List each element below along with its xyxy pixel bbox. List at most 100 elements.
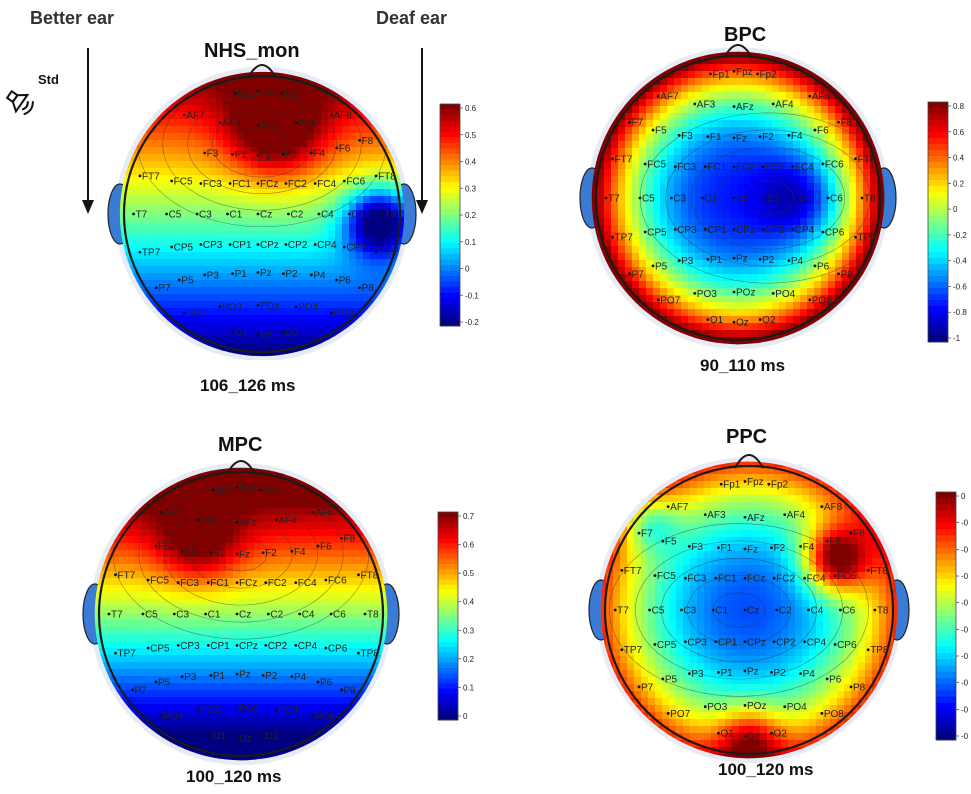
electrode-label: Oz [239,734,252,745]
electrode-dot [206,581,210,585]
electrode-label: P6 [320,677,333,688]
electrode-label: AF8 [812,92,831,103]
electrode-label: T7 [608,194,620,205]
colorbar-tick-label: -0 [961,625,969,634]
electrode-label: C1 [705,194,718,205]
electrode-label: FT8 [857,154,875,165]
colorbar-tick-label: -0.2 [465,318,479,327]
electrode-label: CP3 [180,641,200,652]
electrode-label: AFz [239,518,257,529]
colorbar-tick-label: -0 [961,732,969,741]
electrode-dot [717,670,720,674]
electrode-label: Oz [260,330,273,341]
panel-nhs: NHS_mon AF7 Fp1 Fpz Fp2 AF3 AFz AF4 AF8 F6 F3 F1 Fz… [0,0,485,400]
electrode-dot [613,608,617,612]
electrode-label: Fz [260,151,271,162]
electrode-label: P5 [158,677,171,688]
electrode-label: POz [747,701,766,712]
electrode-label: CPz [260,240,279,251]
electrode-dot [138,174,142,178]
electrode-dot [107,612,111,616]
electrode-label: Fpz [239,483,256,494]
electrode-dot [807,608,810,612]
electrode-dot [732,256,736,260]
electrode-label: P2 [773,668,786,679]
electrode-label: P7 [631,269,644,280]
electrode-dot [141,612,145,616]
electrode-label: FC1 [232,179,251,190]
topomap-svg: AF7 Fp1 Fpz Fp2 AF3 AFz AF4 AF8 F6 F3 F1 Fz F2 F4 F8 FT… [107,64,479,360]
electrode-label: C3 [673,194,686,205]
colorbar-tick-label: 0.7 [463,512,475,521]
electrode-label: FT8 [378,171,396,182]
electrode-dot [706,135,710,138]
electrode-label: Cz [736,194,748,205]
colorbar-tick-label: 0.1 [463,683,475,692]
electrode-dot [758,258,762,261]
electrode-dot [772,640,776,644]
electrode-dot [620,568,624,572]
electrode-dot [743,480,747,483]
colorbar-tick-label: 0.4 [463,598,475,607]
electrode-label: P3 [681,256,694,267]
electrode-dot [256,304,260,307]
electrode-label: CP4 [317,240,337,251]
electrode-dot [661,677,665,681]
electrode-label: CP1 [718,637,738,648]
electrode-dot [358,138,361,142]
electrode-label: TP8 [378,248,397,259]
electrode-label: P4 [313,270,326,281]
electrode-label: P7 [134,685,147,696]
electrode-label: C2 [290,210,303,221]
electrode-label: F3 [691,542,703,553]
electrode-dot [287,212,290,216]
electrode-label: Pz [239,670,251,681]
electrode-label: P1 [710,255,723,266]
electrode-dot [651,128,655,132]
electrode-dot [860,196,864,200]
colorbar-tick-label: -0 [961,679,969,688]
electrode-label: PO4 [775,289,795,300]
electrode-dot [311,510,315,514]
electrode-label: P6 [817,261,830,272]
electrode-dot [218,121,222,124]
electrode-dot [714,640,718,644]
electrode-dot [820,505,824,509]
electrode-label: C4 [321,210,334,221]
electrode-label: F1 [710,132,722,143]
electrode-label: C1 [715,606,728,617]
electrode-label: FC5 [647,160,666,171]
electrode-dot [177,278,181,282]
colorbar-tick-label: -0 [961,599,969,608]
electrode-dot [711,608,715,612]
electrode-label: FC4 [317,179,336,190]
electrode-label: Fp2 [771,480,789,491]
electrode-dot [182,311,186,315]
electrode-label: AF3 [222,118,241,129]
electrode-dot [335,146,339,150]
electrode-dot [677,133,681,137]
electrode-dot [154,680,158,684]
electrode-label: F4 [313,149,325,160]
electrode-label: F2 [285,150,297,161]
electrode-label: AF3 [200,515,219,526]
electrode-dot [235,485,239,489]
colorbar-tick-label: 0 [463,712,468,721]
electrode-label: P4 [791,256,804,267]
electrode-label: AF8 [824,502,843,513]
electrode-label: P7 [158,283,171,294]
electrode-dot [228,182,232,185]
electrode-dot [706,318,710,321]
colorbar-tick-label: -0 [961,572,969,581]
electrode-label: AF8 [334,110,353,121]
electrode-dot [743,734,747,738]
electrode-label: CP5 [657,640,677,651]
electrode-label: C4 [302,610,315,621]
electrode-dot [732,320,736,324]
electrode-label: CP5 [150,643,170,654]
electrode-label: O2 [265,731,279,742]
electrode-dot [821,230,825,234]
electrode-dot [212,488,215,492]
topomap-svg: AF7 Fp1 Fpz Fp2 AF3 AFz AF4 AF8 F7 F5 F3 F1 Fz F2 F4 F6… [579,44,967,349]
electrode-label: PO7 [186,309,206,320]
